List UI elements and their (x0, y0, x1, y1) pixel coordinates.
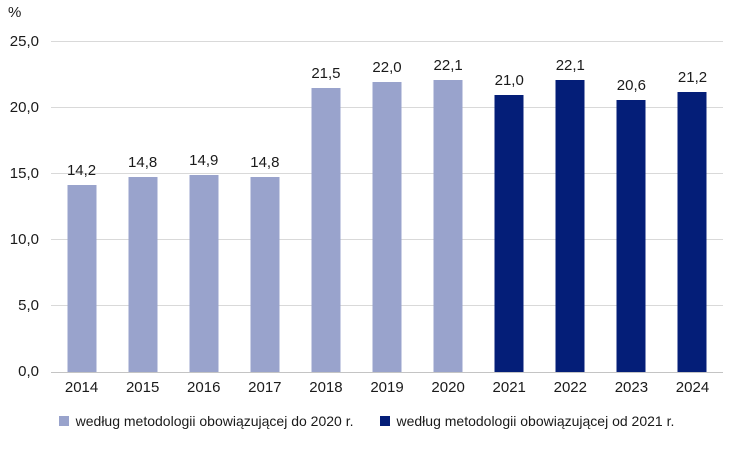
bar-slot-2017: 14,8 (234, 42, 295, 372)
y-tick-label-25: 25,0 (9, 33, 39, 50)
y-axis-unit-label: % (8, 4, 22, 21)
x-tick-label-2018: 2018 (309, 379, 343, 396)
legend-swatch-new-methodology (379, 416, 390, 426)
x-axis-labels: 2014 2015 2016 2017 2018 2019 2020 2021 2022 2023… (51, 379, 723, 396)
bar-slot-2024: 21,2 (662, 42, 723, 372)
bar-slot-2022: 22,1 (540, 42, 601, 372)
bar-slot-2014: 14,2 (51, 42, 112, 372)
x-tick-label-2022: 2022 (553, 379, 587, 396)
gridline-25 (51, 41, 723, 42)
bar-value-label-2018: 21,5 (311, 65, 341, 83)
plot-area: 14,2 14,8 14,9 14,8 21,5 22,0 22,1 21,0 22,1 20,6… (51, 41, 723, 373)
bar-value-label-2020: 22,1 (433, 57, 463, 75)
bar-2022 (555, 80, 585, 372)
bar-value-label-2017: 14,8 (250, 153, 280, 171)
y-tick-label-0: 0,0 (18, 363, 39, 380)
bar-2019 (372, 81, 402, 372)
bars-container: 14,2 14,8 14,9 14,8 21,5 22,0 22,1 21,0 22,1 20,6… (51, 42, 723, 372)
bar-value-label-2015: 14,8 (128, 153, 158, 171)
bar-2016 (189, 175, 219, 372)
bar-2023 (616, 100, 646, 372)
y-tick-label-15: 15,0 (9, 165, 39, 182)
legend-swatch-old-methodology (58, 416, 69, 426)
bar-value-label-2016: 14,9 (189, 152, 219, 170)
bar-slot-2021: 21,0 (479, 42, 540, 372)
bar-2020 (433, 80, 463, 372)
legend-label-new-methodology: według metodologii obowiązującej od 2021… (396, 413, 675, 429)
y-tick-label-20: 20,0 (9, 99, 39, 116)
bar-slot-2023: 20,6 (601, 42, 662, 372)
bar-slot-2016: 14,9 (173, 42, 234, 372)
bar-value-label-2022: 22,1 (555, 57, 585, 75)
bar-2021 (494, 94, 524, 372)
bar-slot-2018: 21,5 (295, 42, 356, 372)
bar-2024 (677, 92, 707, 372)
y-tick-label-5: 5,0 (18, 297, 39, 314)
legend-label-old-methodology: według metodologii obowiązującej do 2020… (75, 413, 354, 429)
bar-2018 (311, 88, 341, 372)
x-tick-label-2019: 2019 (370, 379, 404, 396)
bar-value-label-2014: 14,2 (66, 161, 97, 179)
gridline-0 (51, 372, 723, 373)
bar-slot-2015: 14,8 (112, 42, 173, 372)
legend-item-old-methodology: według metodologii obowiązującej do 2020… (58, 413, 354, 429)
x-tick-label-2016: 2016 (187, 379, 221, 396)
x-tick-label-2021: 2021 (492, 379, 526, 396)
x-tick-label-2014: 2014 (64, 379, 99, 396)
bar-slot-2019: 22,0 (356, 42, 417, 372)
x-tick-label-2024: 2024 (675, 379, 710, 396)
bar-value-label-2021: 21,0 (494, 71, 524, 89)
legend: według metodologii obowiązującej do 2020… (0, 413, 733, 429)
x-tick-label-2017: 2017 (248, 379, 282, 396)
bar-value-label-2024: 21,2 (677, 69, 708, 87)
legend-item-new-methodology: według metodologii obowiązującej od 2021… (379, 413, 675, 429)
x-tick-label-2015: 2015 (125, 379, 160, 396)
bar-value-label-2019: 22,0 (372, 58, 402, 76)
x-tick-label-2023: 2023 (614, 379, 649, 396)
y-tick-label-10: 10,0 (9, 231, 39, 248)
bar-2014 (67, 184, 97, 372)
x-tick-label-2020: 2020 (431, 379, 465, 396)
bar-2015 (128, 176, 158, 372)
bar-slot-2020: 22,1 (418, 42, 479, 372)
bar-value-label-2023: 20,6 (616, 77, 646, 95)
bar-2017 (250, 176, 280, 372)
